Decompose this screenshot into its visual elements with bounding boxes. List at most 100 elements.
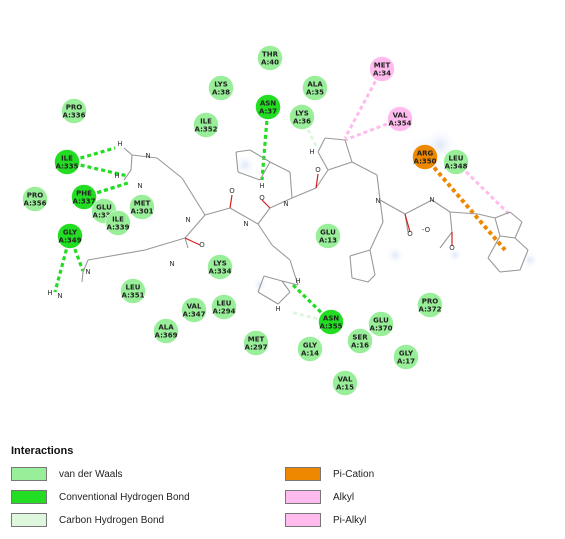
- ligand-bond: [156, 157, 183, 179]
- residue-number: A:17: [397, 358, 415, 366]
- residue-number: A:372: [419, 306, 442, 314]
- residue-disc: [302, 75, 328, 101]
- residue-name: PRO: [27, 192, 44, 200]
- residue-disc: [153, 318, 179, 344]
- atom-label-n: N: [185, 216, 190, 224]
- ligand-bond: [291, 187, 317, 199]
- solvent-halo: [447, 247, 463, 263]
- ligand-bond: [324, 137, 346, 141]
- ligand-bond: [289, 259, 299, 286]
- residue-number: A:356: [24, 200, 47, 208]
- residue-number: A:40: [261, 59, 279, 67]
- residue-disc: [120, 278, 146, 304]
- residue-disc: [332, 370, 358, 396]
- residue-name: ASN: [323, 315, 339, 323]
- ligand-bond: [499, 269, 521, 273]
- carbonyl-bond: [184, 237, 201, 246]
- ligand-bond: [229, 207, 259, 225]
- atom-label-h: H: [114, 172, 119, 180]
- atom-label-o: O: [449, 244, 455, 252]
- residue-name: VAL: [187, 303, 202, 311]
- ligand-bond: [487, 235, 501, 259]
- residue-number: A:348: [445, 163, 468, 171]
- legend-title: Interactions: [11, 445, 74, 457]
- ligand-bond: [369, 249, 376, 276]
- ligand-bond: [249, 149, 271, 163]
- atom-label-n: N: [85, 268, 90, 276]
- residue-number: A:337: [73, 198, 96, 206]
- ligand-bond: [499, 235, 516, 239]
- ligand-bond: [289, 171, 293, 199]
- legend-label: van der Waals: [59, 468, 123, 480]
- residue-name: PRO: [422, 298, 439, 306]
- legend-item-carbon-hydrogen-bond: Carbon Hydrogen Bond: [11, 512, 164, 528]
- ligand-bond: [184, 237, 189, 249]
- residue-name: LYS: [295, 110, 308, 118]
- residue-name: GLU: [96, 204, 112, 212]
- residue-disc: [255, 94, 281, 120]
- solvent-accessibility-halos: [115, 89, 539, 309]
- interaction-line-alkyl: [454, 160, 512, 217]
- ligand-bond: [349, 249, 371, 257]
- residue-disc: [318, 309, 344, 335]
- residue-number: A:370: [370, 325, 393, 333]
- residue-disc: [57, 223, 83, 249]
- atom-label-o: O: [199, 241, 205, 249]
- ligand-bond: [130, 154, 133, 171]
- ligand-bond: [317, 151, 329, 171]
- residue-name: GLU: [373, 317, 389, 325]
- ligand-bond: [123, 169, 132, 181]
- residue-number: A:36: [293, 118, 311, 126]
- ligand-bond: [131, 154, 158, 159]
- ligand-bond: [87, 249, 146, 261]
- ligand-bond: [281, 280, 291, 293]
- residue-name: THR: [262, 51, 279, 59]
- residue-disc: [193, 112, 219, 138]
- interaction-line-hbond: [260, 106, 270, 181]
- ligand-bond: [449, 211, 479, 215]
- legend-swatch: [285, 513, 321, 527]
- ligand-bond: [344, 139, 353, 163]
- ligand-bond: [257, 275, 265, 293]
- ligand-bond: [369, 221, 384, 251]
- residue-name: MET: [134, 200, 151, 208]
- residue-disc: [297, 336, 323, 362]
- residue-disc: [105, 210, 131, 236]
- residue-number: A:297: [245, 344, 268, 352]
- ligand-bond: [269, 197, 293, 209]
- atom-label-h: H: [275, 305, 280, 313]
